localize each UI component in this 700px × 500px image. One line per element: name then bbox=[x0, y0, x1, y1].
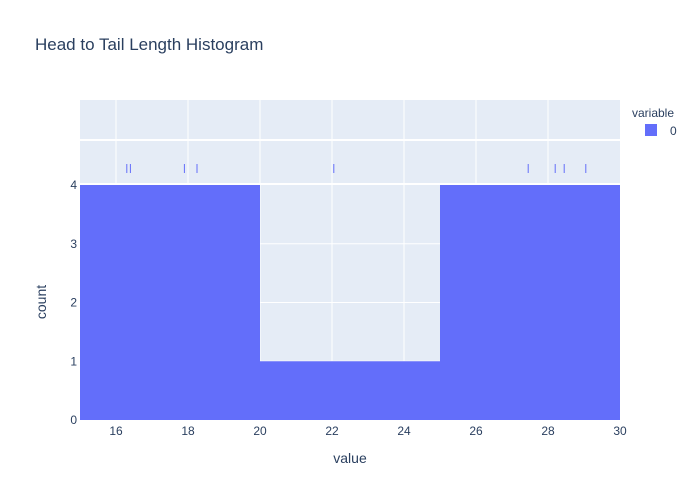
x-tick-label: 18 bbox=[181, 424, 195, 438]
x-tick-label: 24 bbox=[397, 424, 411, 438]
legend-title: variable bbox=[632, 106, 674, 120]
histogram-bar bbox=[260, 361, 440, 420]
legend-item-label[interactable]: 0 bbox=[670, 124, 677, 138]
x-tick-label: 22 bbox=[325, 424, 339, 438]
y-tick-label: 4 bbox=[70, 178, 77, 192]
x-tick-label: 16 bbox=[109, 424, 123, 438]
legend-swatch[interactable] bbox=[645, 124, 657, 136]
y-tick-label: 2 bbox=[70, 296, 77, 310]
x-tick-label: 26 bbox=[469, 424, 483, 438]
x-tick-label: 20 bbox=[253, 424, 267, 438]
y-axis-title: count bbox=[33, 285, 49, 319]
y-tick-label: 3 bbox=[70, 237, 77, 251]
histogram-bar bbox=[80, 185, 260, 420]
y-tick-label: 0 bbox=[70, 413, 77, 427]
rug-plot-area bbox=[80, 100, 620, 183]
x-tick-label: 30 bbox=[613, 424, 627, 438]
chart-title: Head to Tail Length Histogram bbox=[35, 35, 263, 54]
x-tick-label: 28 bbox=[541, 424, 555, 438]
histogram-bar bbox=[440, 185, 620, 420]
x-axis-title: value bbox=[333, 450, 367, 466]
y-tick-label: 1 bbox=[70, 354, 77, 368]
legend[interactable]: variable 0 bbox=[632, 106, 677, 138]
